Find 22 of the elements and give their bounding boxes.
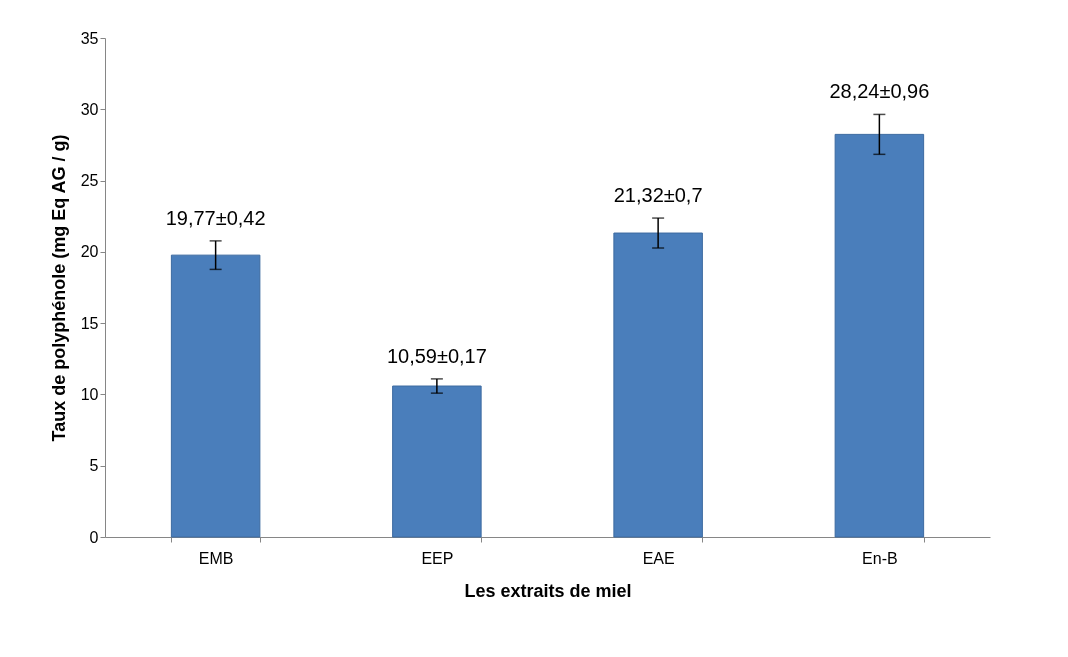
x-tick-label: EAE xyxy=(642,549,675,567)
x-tick-label: En-B xyxy=(862,549,898,567)
y-tick-label: 20 xyxy=(80,243,99,261)
y-tick-label: 0 xyxy=(89,528,99,546)
bar xyxy=(613,232,703,538)
x-tick-label: EMB xyxy=(198,549,234,567)
y-tick-label: 35 xyxy=(80,29,99,47)
y-axis-title: Taux de polyphénole (mg Eq AG / g) xyxy=(48,134,69,442)
y-tick-label: 5 xyxy=(89,457,99,475)
data-label: 21,32±0,7 xyxy=(613,184,703,207)
bar xyxy=(170,254,261,538)
y-tick-label: 30 xyxy=(80,100,99,118)
y-tick-label: 15 xyxy=(80,314,99,332)
y-tick-label: 10 xyxy=(80,385,99,403)
bar xyxy=(392,385,482,538)
x-tick-label: EEP xyxy=(421,549,454,567)
bar xyxy=(834,133,925,538)
x-axis-title: Les extraits de miel xyxy=(464,580,632,601)
y-tick-label: 25 xyxy=(80,172,99,190)
data-label: 19,77±0,42 xyxy=(165,206,266,229)
data-label: 10,59±0,17 xyxy=(386,344,487,367)
data-label: 28,24±0,96 xyxy=(829,80,930,103)
